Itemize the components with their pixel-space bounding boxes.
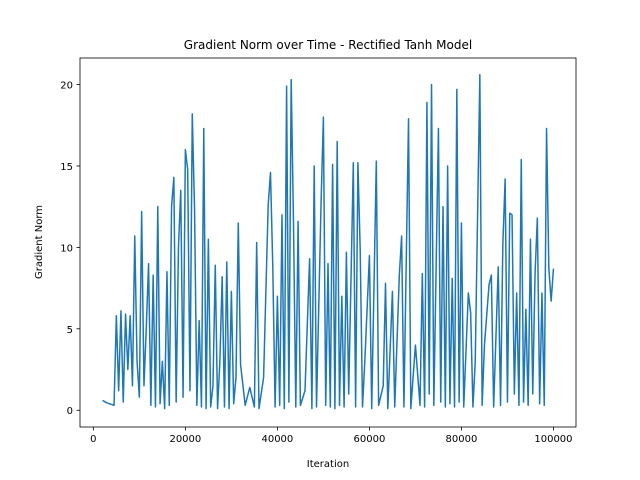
y-tick-label: 15 (60, 162, 73, 173)
x-tick-label: 100000 (534, 434, 572, 445)
y-tick-label: 20 (60, 81, 73, 92)
x-axis-label: Iteration (307, 459, 349, 470)
x-tick-label: 20000 (169, 434, 201, 445)
y-tick-label: 10 (60, 243, 73, 254)
x-tick-label: 40000 (261, 434, 293, 445)
y-tick-label: 0 (67, 406, 73, 417)
chart-title: Gradient Norm over Time - Rectified Tanh… (184, 38, 472, 52)
y-axis-label: Gradient Norm (34, 205, 45, 279)
y-tick-label: 5 (67, 325, 73, 336)
x-tick-label: 80000 (446, 434, 478, 445)
data-line (102, 74, 555, 410)
plot-frame (79, 57, 577, 428)
x-tick-label: 60000 (354, 434, 386, 445)
x-tick-label: 0 (90, 434, 96, 445)
